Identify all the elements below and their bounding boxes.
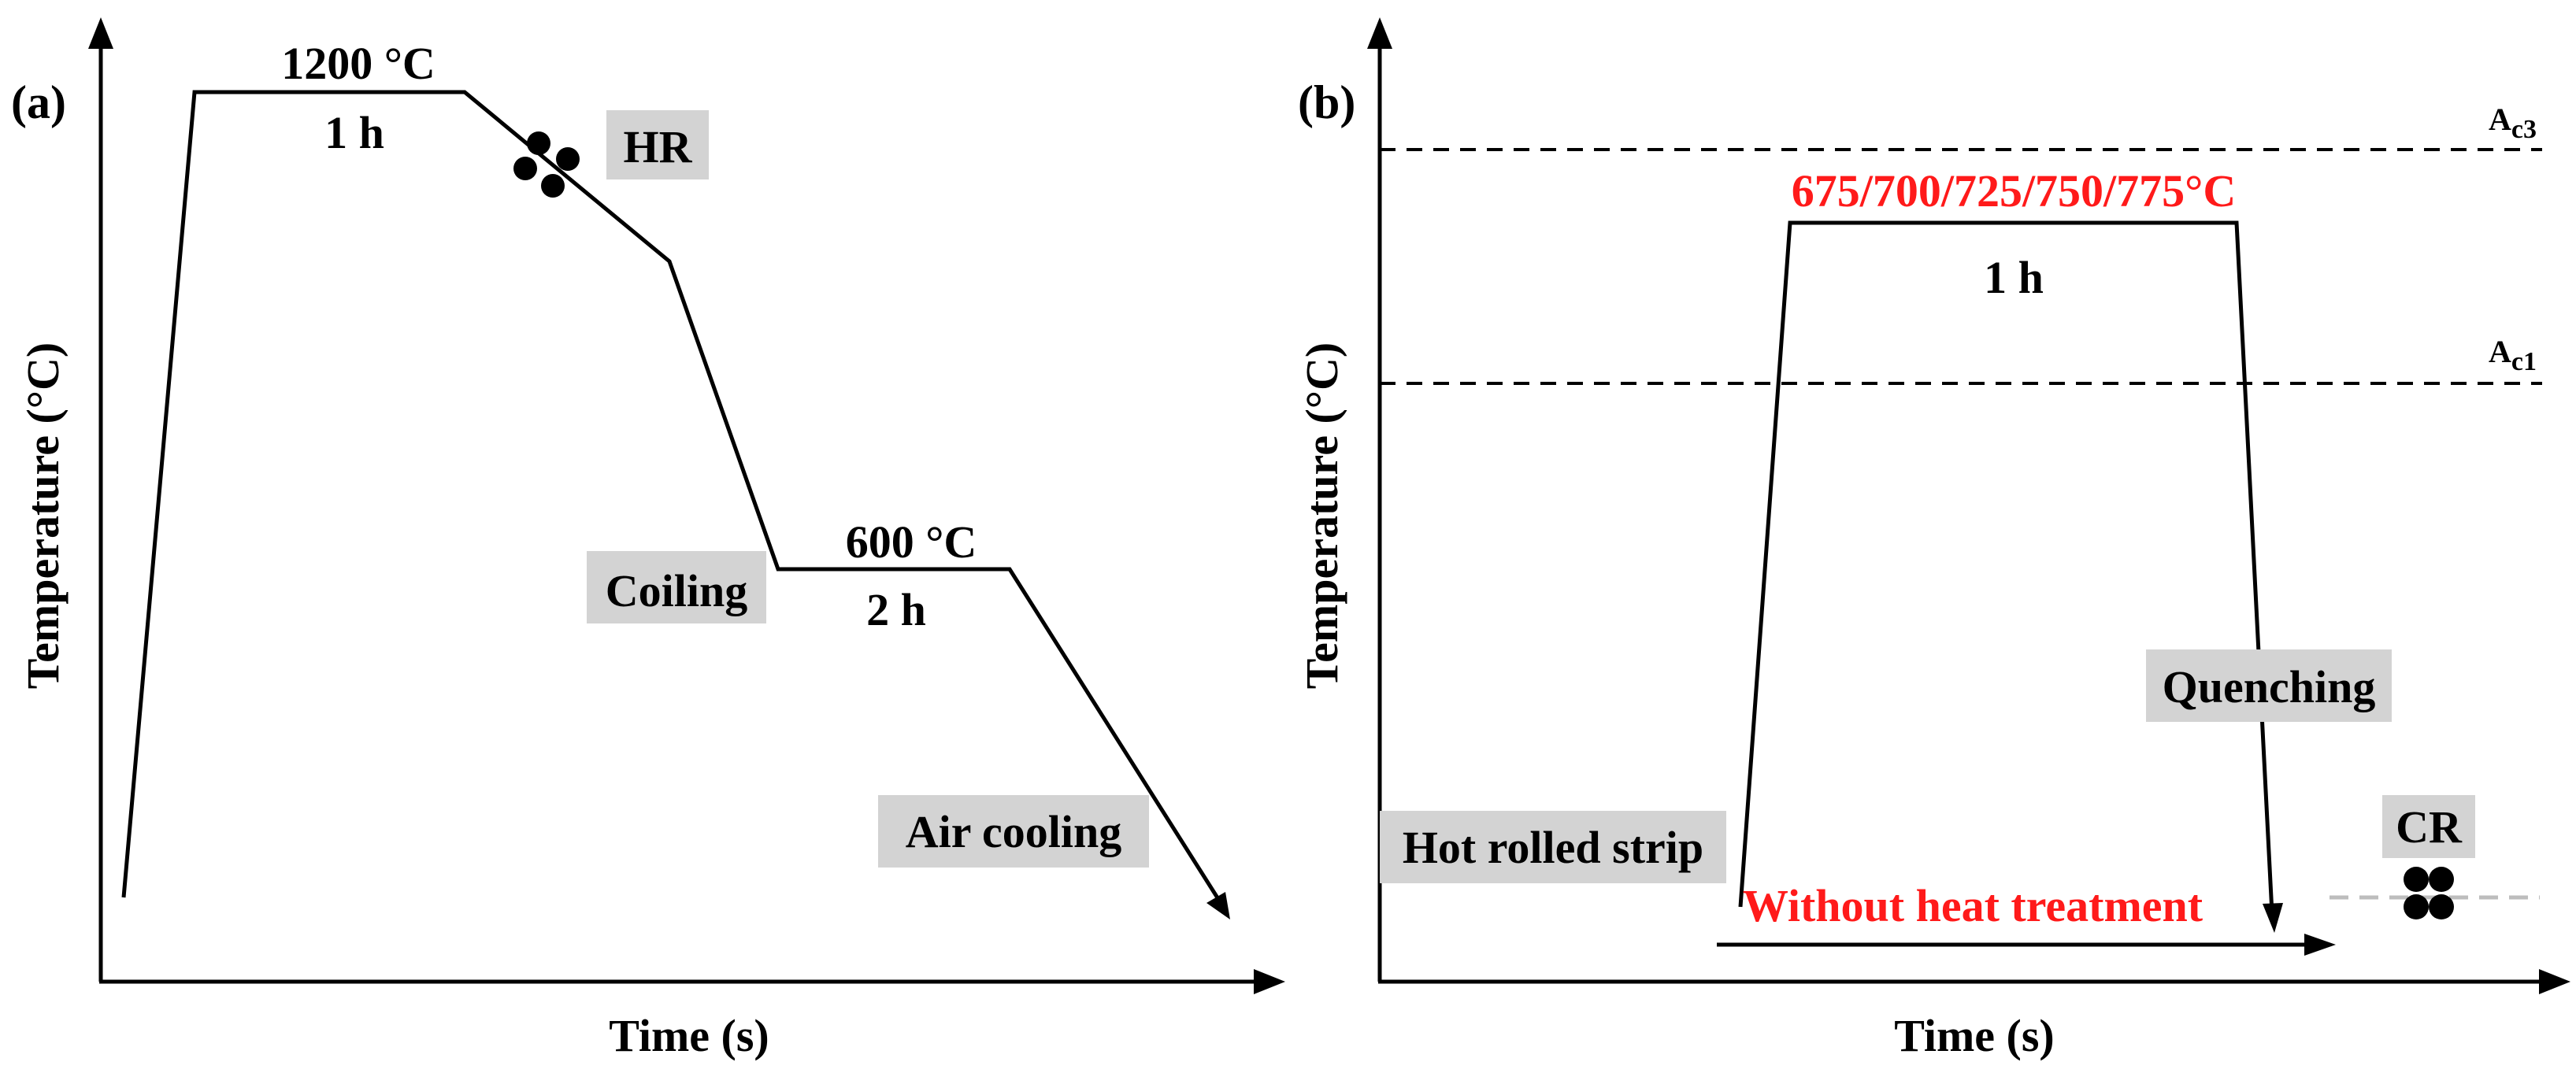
panel-a-air-cooling-box [878,795,1149,868]
panel-a-coiling-label: Coiling [606,565,748,616]
panel-a-hr-label: HR [624,121,693,172]
panel-b-quench-arrowhead [2263,903,2283,933]
panel-b-no-treatment-arrowhead [2304,934,2336,956]
panel-b-strip-box [1380,811,1726,883]
panel-a-hold1-temp: 1200 °C [281,38,436,89]
panel-b-cr-box [2382,795,2475,858]
panel-a-hr-box [606,110,709,179]
panel-a-x-label: Time (s) [609,1010,769,1061]
panel-b-cr-label: CR [2396,801,2463,853]
panel-a-tag: (a) [11,76,66,128]
panel-b: Ac3 Ac1 (b) Temperature (°C) Time (s) 67… [1296,17,2570,1061]
panel-a-process-curve [121,90,1225,907]
panel-b-quench-label: Quenching [2163,661,2376,712]
panel-b-cr-symbol [2404,867,2454,919]
panel-a-rolling-symbol [513,131,580,198]
panel-a-coiling-box [587,551,766,623]
panel-a-hold2-temp: 600 °C [846,516,977,568]
panel-a-hold1-time: 1 h [324,107,384,158]
panel-a-y-label: Temperature (°C) [17,342,69,689]
panel-a: (a) Temperature (°C) Time (s) 1200 °C 1 … [11,17,1285,1061]
panel-b-no-treatment-label: Without heat treatment [1743,880,2203,931]
panel-b-quench-box [2146,649,2392,722]
panel-a-y-arrow [88,17,113,49]
panel-b-anneal-temps: 675/700/725/750/775°C [1792,165,2237,216]
panel-b-y-label: Temperature (°C) [1296,342,1347,689]
panel-b-x-arrow [2539,969,2570,994]
panel-a-curve-arrowhead [1206,892,1230,919]
panel-b-tag: (b) [1298,76,1355,128]
panel-b-ac1-label: Ac1 [2489,334,2537,376]
panel-b-strip-label: Hot rolled strip [1403,822,1703,873]
panel-a-air-cooling-label: Air cooling [906,806,1121,857]
panel-b-y-arrow [1367,17,1392,49]
panel-b-anneal-curve [1738,220,2274,914]
panel-a-hold2-time: 2 h [866,584,926,635]
panel-a-x-arrow [1254,969,1285,994]
panel-b-x-label: Time (s) [1894,1010,2055,1061]
panel-b-ac3-label: Ac3 [2489,102,2537,144]
panel-b-anneal-time: 1 h [1984,252,2044,303]
